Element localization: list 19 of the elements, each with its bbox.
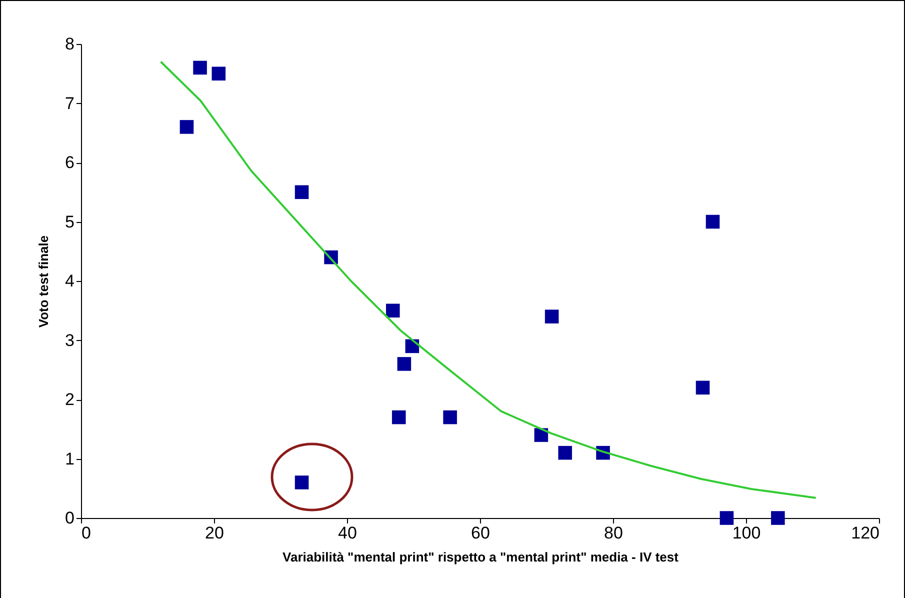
y-tick-label: 8 — [65, 34, 74, 54]
x-tick-label: 120 — [851, 524, 880, 542]
x-tick-label: 100 — [732, 524, 761, 542]
x-tick-label: 60 — [471, 524, 490, 542]
y-tick-label: 5 — [65, 212, 74, 232]
x-tick-label: 80 — [604, 524, 623, 542]
x-tick-label: 0 — [82, 524, 91, 542]
x-tick-label: 20 — [205, 524, 224, 542]
x-axis-title: Variabilità "mental print" rispetto a "mental print" media - IV test — [282, 550, 680, 564]
y-tick-label: 7 — [65, 94, 74, 113]
y-tick-label: 0 — [65, 508, 74, 528]
y-tick-label: 1 — [65, 449, 74, 468]
y-tick-label: 3 — [65, 330, 74, 350]
y-tick-label: 2 — [65, 390, 74, 409]
y-tick-label: 4 — [65, 272, 74, 290]
y-tick-label: 6 — [65, 153, 74, 172]
y-axis-title: Voto test finale — [36, 235, 52, 328]
line-series — [160, 60, 817, 499]
x-tick-label: 40 — [338, 524, 357, 542]
